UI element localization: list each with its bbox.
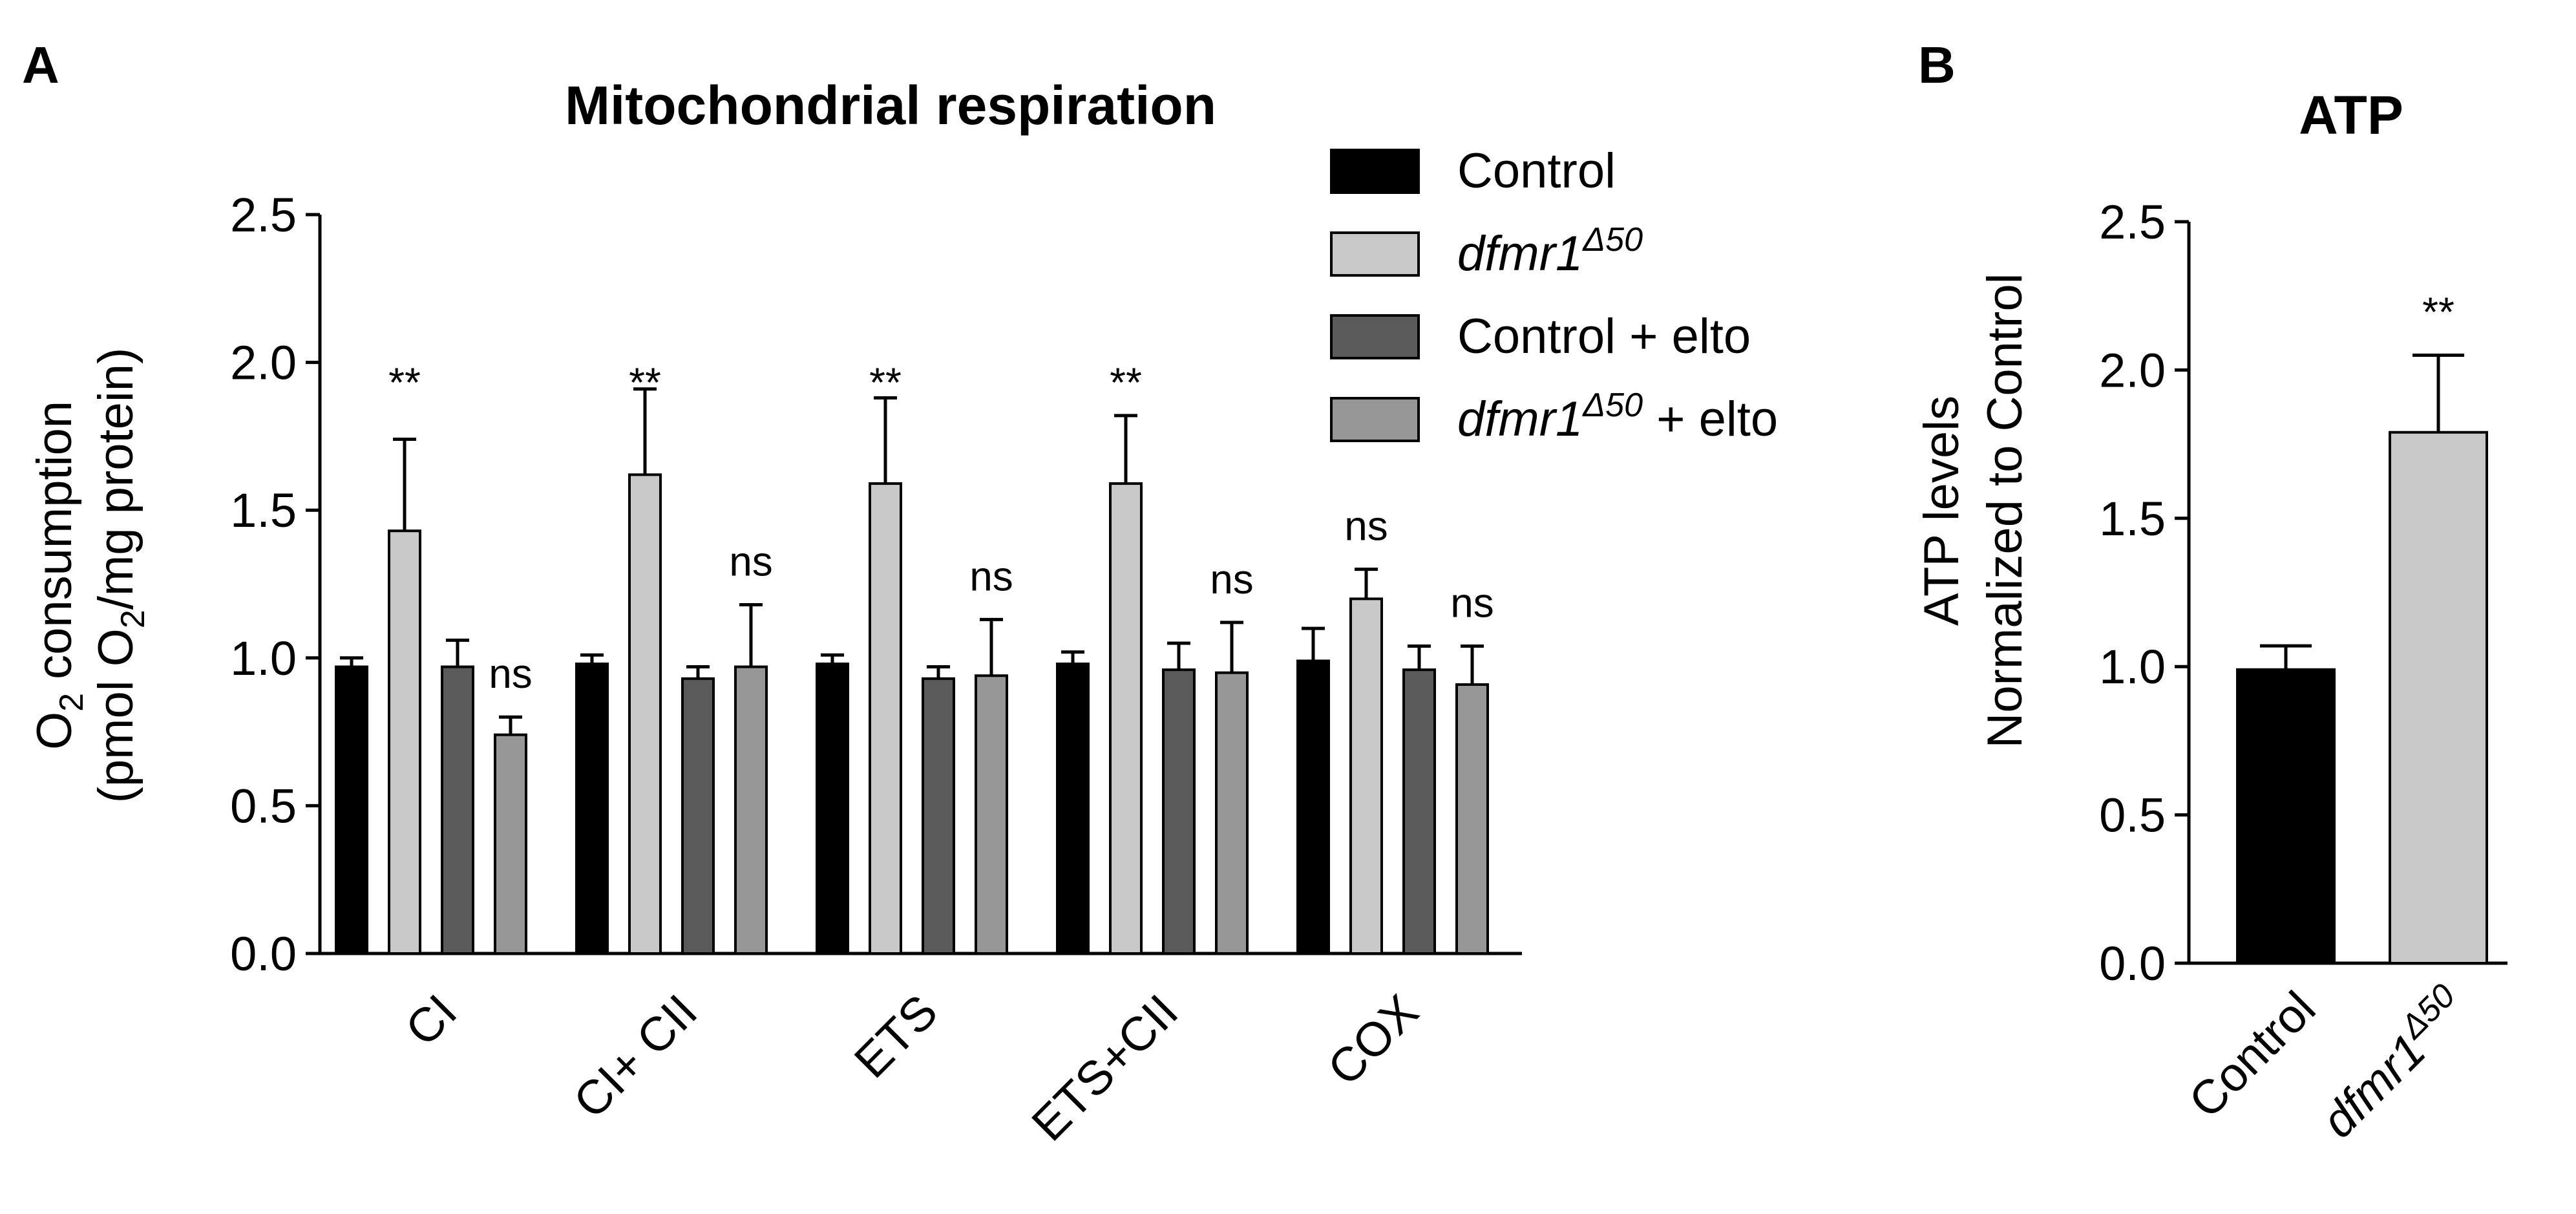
respiration-significance-label: **: [1110, 359, 1142, 405]
respiration-significance-label: ns: [1450, 580, 1494, 626]
respiration-y-tick-label: 2.5: [230, 188, 297, 242]
respiration-y-label-line1: O2 consumption: [27, 401, 90, 750]
respiration-legend: Control dfmr1Δ50 Control + elto dfmr1Δ50 + …: [1330, 144, 1778, 447]
respiration-bar: [1455, 683, 1489, 955]
respiration-chart-title: Mitochondrial respiration: [565, 75, 1216, 136]
respiration-significance-label: **: [388, 359, 421, 405]
legend-swatch: [1330, 397, 1420, 442]
respiration-bar: [1162, 668, 1196, 955]
legend-swatch: [1330, 149, 1420, 194]
atp-bars: [2236, 353, 2488, 964]
atp-annotations: **: [2422, 288, 2455, 335]
respiration-significance-label: ns: [489, 650, 533, 697]
respiration-significance-label: ns: [969, 553, 1013, 599]
panel-letter-b: B: [1918, 36, 1956, 94]
atp-significance-label: **: [2422, 288, 2455, 335]
respiration-y-tick-label: 1.0: [230, 632, 297, 685]
respiration-significance-label: **: [629, 359, 661, 405]
respiration-bar: [975, 674, 1008, 955]
atp-y-label-line1: ATP levels: [1914, 396, 1969, 626]
respiration-y-tick-label: 2.0: [230, 336, 297, 390]
respiration-bar: [1109, 482, 1143, 955]
respiration-significance-label: ns: [1344, 503, 1388, 549]
atp-x-tick-label: dfmr1Δ50: [2307, 977, 2478, 1147]
legend-swatch: [1330, 231, 1420, 277]
legend-swatch: [1330, 314, 1420, 359]
respiration-bar: [575, 662, 609, 955]
atp-y-tick-label: 2.5: [2099, 195, 2166, 249]
respiration-y-tick-label: 0.0: [230, 927, 297, 981]
respiration-bar: [869, 482, 902, 955]
atp-y-tick-label: 1.0: [2099, 640, 2166, 694]
respiration-x-tick-label: CI+ CII: [563, 985, 707, 1129]
respiration-bar: [816, 662, 849, 955]
respiration-y-tick-label: 0.5: [230, 779, 297, 833]
respiration-bar: [494, 733, 527, 955]
legend-entry-label: Control + elto: [1457, 309, 1751, 364]
respiration-chart: Mitochondrial respiration O2 consumption…: [27, 75, 1778, 1151]
respiration-x-tick-label: ETS+CII: [1021, 985, 1188, 1151]
respiration-bar: [441, 665, 474, 955]
respiration-bar: [628, 473, 662, 955]
respiration-bar: [1215, 671, 1249, 955]
atp-y-label-line2: Normalized to Control: [1978, 273, 2032, 749]
respiration-bar: [734, 665, 768, 955]
legend-entry-label: dfmr1Δ50: [1457, 221, 1643, 281]
respiration-y-axis-label: O2 consumption(pmol O2/mg protein): [27, 348, 152, 804]
atp-chart: ATP ATP levels Normalized to Control 0.0 0…: [1914, 85, 2507, 1148]
atp-chart-title: ATP: [2299, 85, 2403, 145]
respiration-bar: [335, 665, 368, 955]
respiration-bars: [335, 387, 1489, 955]
respiration-bar: [1349, 597, 1383, 955]
respiration-significance-label: ns: [1210, 556, 1254, 602]
atp-y-tick-label: 0.0: [2099, 937, 2166, 990]
atp-x-tick-label: Control: [2179, 981, 2325, 1128]
respiration-bar: [1402, 668, 1436, 955]
respiration-bar: [922, 677, 955, 955]
atp-bar: [2236, 668, 2336, 964]
respiration-y-tick-label: 1.5: [230, 484, 297, 537]
respiration-significance-label: **: [869, 359, 902, 405]
respiration-bar: [1056, 662, 1090, 955]
respiration-x-tick-label: CI: [395, 985, 467, 1056]
atp-y-axis-label: ATP levels Normalized to Control: [1914, 273, 2032, 749]
legend-entry-label: Control: [1457, 144, 1616, 198]
atp-y-tick-label: 1.5: [2099, 492, 2166, 546]
legend-entry-label: dfmr1Δ50 + elto: [1457, 387, 1778, 447]
respiration-x-tick-label: COX: [1317, 985, 1428, 1096]
respiration-x-tick-label: ETS: [844, 985, 947, 1088]
respiration-bar: [681, 677, 715, 955]
atp-y-tick-label: 0.5: [2099, 789, 2166, 842]
respiration-bar: [388, 529, 421, 955]
respiration-significance-label: ns: [729, 538, 773, 585]
respiration-bar: [1296, 659, 1330, 955]
panel-letter-a: A: [22, 36, 59, 94]
atp-bar: [2389, 431, 2488, 964]
respiration-annotations: ** ns ** ns ** ns ** ns ns ns: [388, 359, 1494, 697]
respiration-y-label-line2: (pmol O2/mg protein): [89, 348, 152, 804]
atp-y-tick-label: 2.0: [2099, 343, 2166, 397]
